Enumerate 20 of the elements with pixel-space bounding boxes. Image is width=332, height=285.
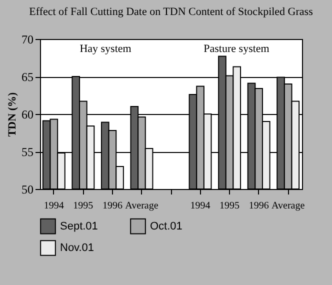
y-tick-label: 50: [22, 182, 34, 196]
annotation: Pasture system: [204, 43, 270, 55]
x-tick-label: 1996: [102, 200, 122, 212]
legend-label: Sept.01: [60, 220, 98, 232]
y-tick-label: 55: [22, 145, 34, 159]
chart-title: Effect of Fall Cutting Date on TDN Content of Stockpiled Grass: [29, 6, 313, 18]
legend-label: Oct.01: [150, 220, 182, 232]
x-tick-label: 1995: [220, 200, 240, 212]
x-tick-label: Average: [272, 200, 306, 212]
x-tick-label: 1996: [248, 200, 269, 212]
x-tick-label: 1994: [44, 200, 64, 212]
y-tick-label: 65: [22, 70, 34, 84]
y-tick-label: 70: [22, 32, 34, 46]
annotation: Hay system: [80, 43, 132, 55]
x-tick-label: Average: [125, 200, 159, 212]
y-axis-title: TDN (%): [6, 92, 18, 137]
x-tick-label: 1994: [190, 200, 210, 212]
legend-label: Nov.01: [60, 242, 94, 254]
y-tick-label: 60: [22, 108, 34, 122]
x-tick-label: 1995: [73, 200, 94, 212]
